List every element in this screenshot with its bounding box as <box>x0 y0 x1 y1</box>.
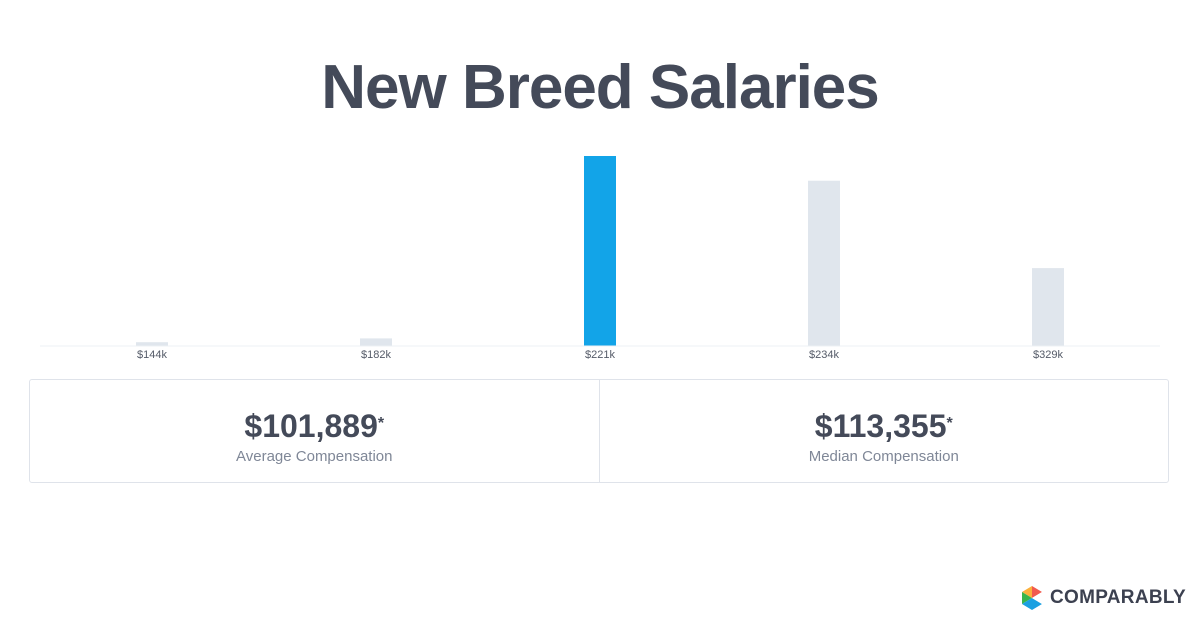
bar-221k <box>584 156 616 346</box>
bars-group <box>136 156 1064 346</box>
salary-bar-chart: $144k $182k $221k $234k $329k <box>40 156 1160 361</box>
bar-144k <box>136 342 168 346</box>
bar-234k <box>808 180 840 346</box>
average-asterisk: * <box>377 415 385 432</box>
comparably-logo-icon <box>1022 586 1042 610</box>
tick-label-144k: $144k <box>137 349 167 361</box>
average-compensation-label: Average Compensation <box>236 448 393 465</box>
average-compensation-card: $101,889* Average Compensation <box>30 380 599 482</box>
comparably-logo: COMPARABLY <box>1019 585 1186 611</box>
bar-329k <box>1032 268 1064 346</box>
tick-label-329k: $329k <box>1033 349 1063 361</box>
tick-labels-group: $144k $182k $221k $234k $329k <box>137 349 1063 361</box>
median-compensation-value: $113,355* <box>600 406 1169 446</box>
tick-label-182k: $182k <box>361 349 391 361</box>
page-title: New Breed Salaries <box>321 53 880 122</box>
comparably-wordmark: COMPARABLY <box>1050 587 1187 608</box>
median-asterisk: * <box>946 415 953 432</box>
median-compensation-label: Median Compensation <box>808 448 959 465</box>
tick-label-221k: $221k <box>585 349 615 361</box>
compensation-summary: $101,889* Average Compensation $113,355*… <box>29 379 1169 483</box>
bar-182k <box>360 338 392 346</box>
average-compensation-value: $101,889* <box>30 406 599 446</box>
median-compensation-card: $113,355* Median Compensation <box>598 380 1169 482</box>
average-value-text: $101,889 <box>244 408 378 444</box>
tick-label-234k: $234k <box>809 349 839 361</box>
median-value-text: $113,355 <box>814 408 947 444</box>
